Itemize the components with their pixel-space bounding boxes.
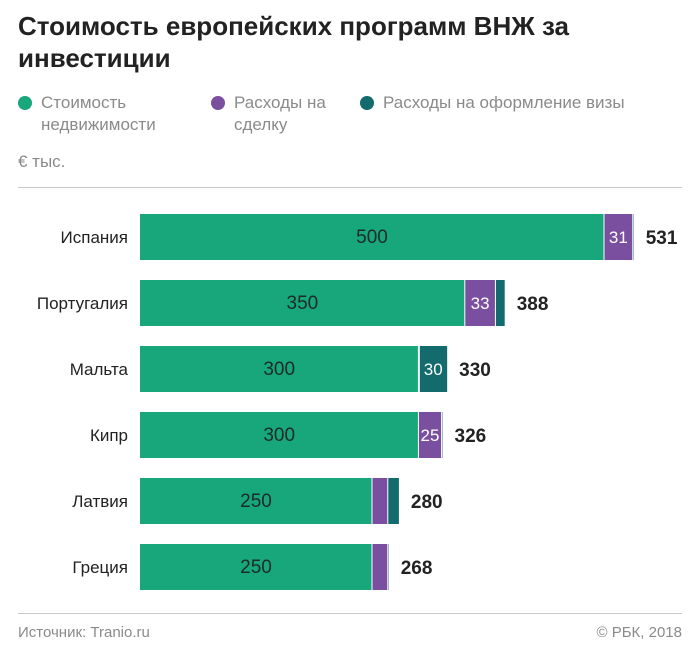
total-label: 531	[646, 228, 678, 249]
total-label: 330	[459, 360, 491, 381]
category-label: Мальта	[70, 360, 129, 379]
data-label-deal: 33	[471, 294, 490, 313]
segment-separator	[418, 346, 420, 392]
bar-segment-property	[140, 544, 372, 590]
bar-segment-deal	[418, 412, 442, 458]
bar-segment-property	[140, 478, 372, 524]
legend-swatch-deal	[211, 96, 225, 110]
data-label-visa: 30	[424, 360, 443, 379]
data-label-property: 500	[356, 227, 388, 248]
segment-separator	[387, 478, 389, 524]
bar-segment-property	[140, 412, 419, 458]
segment-separator	[632, 214, 634, 260]
total-label: 326	[455, 426, 487, 447]
chart-title: Стоимость европейских программ ВНЖ за ин…	[18, 11, 570, 73]
legend-swatch-property	[18, 96, 32, 110]
top-divider	[18, 187, 682, 188]
total-label: 268	[401, 558, 433, 579]
data-label-deal: 25	[421, 426, 440, 445]
legend-item-visa: Расходы на оформление визы	[360, 92, 643, 114]
bar-segment-deal	[372, 544, 388, 590]
legend-label-deal: Расходы на сделку	[234, 93, 326, 134]
category-label: Греция	[72, 558, 128, 577]
bar-segment-property	[140, 346, 419, 392]
segment-separator	[441, 412, 443, 458]
legend-label-visa: Расходы на оформление визы	[383, 93, 625, 112]
segment-separator	[603, 214, 605, 260]
segment-separator	[417, 412, 419, 458]
bar-segment-visa	[419, 346, 448, 392]
bar-segment-property	[140, 214, 604, 260]
segment-separator	[371, 544, 373, 590]
segment-separator	[464, 280, 466, 326]
bar-segment-deal	[464, 280, 496, 326]
legend-label-property: Стоимость недвижимости	[41, 93, 156, 134]
total-label: 280	[411, 492, 443, 513]
category-label: Латвия	[72, 492, 128, 511]
data-label-deal: 31	[609, 228, 628, 247]
data-label-property: 250	[240, 491, 272, 512]
bar-segment-visa	[495, 280, 505, 326]
segment-separator	[494, 280, 496, 326]
legend-swatch-visa	[360, 96, 374, 110]
legend: Стоимость недвижимости Расходы на сделку…	[18, 92, 688, 140]
segment-separator	[371, 478, 373, 524]
bottom-divider	[18, 613, 682, 614]
bar-segment-property	[140, 280, 465, 326]
source-note: Источник: Tranio.ru	[18, 624, 150, 641]
category-label: Испания	[61, 228, 128, 247]
data-label-property: 300	[263, 359, 295, 380]
data-label-property: 350	[287, 293, 319, 314]
bar-segment-visa	[387, 478, 399, 524]
segment-separator	[417, 346, 419, 392]
category-label: Португалия	[37, 294, 128, 313]
bar-segment-deal	[372, 478, 388, 524]
bar-chart: Испания 500 31 531 Португалия 350 33 388 Мальта 3…	[37, 214, 678, 590]
bar-segment-deal	[604, 214, 633, 260]
data-label-property: 300	[263, 425, 295, 446]
category-label: Кипр	[90, 426, 128, 445]
data-label-property: 250	[240, 557, 272, 578]
total-label: 388	[517, 294, 549, 315]
unit-label: € тыс.	[18, 152, 66, 171]
copyright-note: © РБК, 2018	[596, 624, 682, 641]
segment-separator	[387, 544, 389, 590]
legend-item-deal: Расходы на сделку	[211, 92, 354, 136]
legend-item-property: Стоимость недвижимости	[18, 92, 191, 136]
